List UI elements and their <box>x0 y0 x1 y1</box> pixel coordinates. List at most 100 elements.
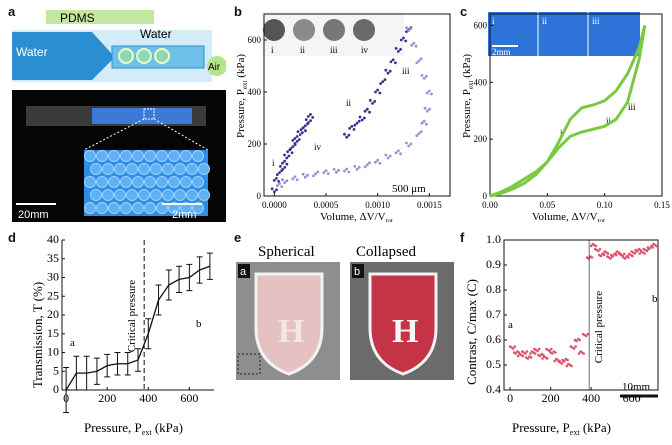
data-point <box>365 107 369 111</box>
data-point <box>278 182 281 186</box>
data-point <box>306 115 310 118</box>
data-point <box>281 168 284 171</box>
data-point <box>357 119 361 123</box>
x-tick-label: 0.0005 <box>314 200 339 210</box>
inset-label: ii <box>542 16 548 26</box>
panel-letter-e: e <box>234 230 242 245</box>
data-point <box>270 187 274 191</box>
foam-bubble <box>192 202 204 214</box>
data-point <box>412 41 416 45</box>
data-point <box>563 359 566 363</box>
data-point <box>293 137 297 140</box>
data-point <box>316 170 320 174</box>
foam-bubble <box>162 163 174 175</box>
data-point <box>332 167 336 171</box>
x-tick-label: 0.10 <box>597 200 613 210</box>
foam-bubble <box>174 163 186 175</box>
data-point <box>272 190 276 194</box>
data-point <box>513 345 517 348</box>
data-point <box>298 133 302 136</box>
data-point <box>394 47 398 50</box>
point-label-a: a <box>508 319 513 331</box>
data-point <box>525 350 529 353</box>
data-point <box>386 71 390 75</box>
droplet-image <box>263 19 285 41</box>
scale-label: 2mm <box>172 209 196 221</box>
data-point <box>586 332 590 336</box>
data-point <box>553 359 556 363</box>
data-point <box>393 61 397 65</box>
data-point <box>405 30 408 33</box>
data-point <box>638 252 642 255</box>
data-point <box>371 102 374 105</box>
x-tick-label: 0.00 <box>482 200 498 210</box>
inset-images: i ii iii iv <box>262 12 404 56</box>
data-point <box>304 129 307 133</box>
data-point <box>311 116 315 119</box>
data-point <box>343 132 346 136</box>
bubble <box>118 48 134 64</box>
data-point <box>322 171 326 175</box>
data-point <box>363 109 367 113</box>
foam-bubble <box>174 189 186 201</box>
data-point <box>550 352 554 355</box>
y-tick-label: 15 <box>47 326 59 340</box>
data-point <box>353 123 357 127</box>
data-point <box>295 178 299 182</box>
panel-d: Transmission, T (%) Critical pressure a … <box>12 232 226 440</box>
data-point <box>334 170 338 174</box>
x-tick-label: 0.0015 <box>417 200 442 210</box>
water-in-label: Water <box>16 45 48 59</box>
data-point <box>348 127 352 130</box>
data-point <box>293 142 297 145</box>
data-point <box>633 252 637 255</box>
foam-bubble <box>168 150 180 162</box>
data-point <box>295 140 299 143</box>
foam-bubble <box>90 163 102 175</box>
foam-bubble <box>96 202 108 214</box>
data-point <box>614 252 617 255</box>
data-point <box>609 257 612 260</box>
data-point <box>566 358 569 362</box>
scale-label: 20mm <box>18 209 49 221</box>
panel-letter-f: f <box>460 230 465 245</box>
tag-bg <box>352 264 364 278</box>
y-tick-label: 1.0 <box>486 232 501 246</box>
foam-bubble <box>180 150 192 162</box>
foam-bubble <box>84 150 96 162</box>
panel-c: i ii iii 2mm i ii iii Pressure, Pext (kP… <box>460 8 670 225</box>
data-point <box>648 247 651 250</box>
data-point <box>309 113 312 116</box>
y-tick-label: 400 <box>248 87 262 97</box>
foam-bubble <box>84 202 96 214</box>
data-point <box>399 152 402 156</box>
data-point <box>425 91 429 95</box>
data-point <box>428 107 431 111</box>
data-point <box>368 161 371 165</box>
data-point <box>368 99 372 102</box>
foam-bubble <box>156 150 168 162</box>
foam-bubble <box>108 150 120 162</box>
chart-f: Contrast, C/max (C) Critical pressure a … <box>464 232 659 437</box>
data-point <box>278 171 281 175</box>
data-point <box>425 109 429 113</box>
foam-bubble <box>156 202 168 214</box>
foam-bubble <box>84 176 96 188</box>
series-line <box>489 25 647 198</box>
y-axis-label: Pressure, Pext (kPa) <box>235 54 249 138</box>
data-point <box>324 169 328 173</box>
data-point <box>643 252 646 255</box>
annotation-iii: iii <box>402 66 410 76</box>
foam-bubble <box>150 163 162 175</box>
data-point <box>405 26 408 29</box>
data-point <box>347 133 351 137</box>
data-point <box>283 159 287 163</box>
y-axis-label: Transmission, T (%) <box>30 282 45 388</box>
data-point <box>636 249 639 253</box>
data-point <box>373 100 377 103</box>
y-tick-label: 0 <box>257 191 262 201</box>
data-point <box>275 188 278 192</box>
x-axis-label: Volume, ΔV/Vtot <box>320 211 393 222</box>
foam-bubble <box>96 150 108 162</box>
data-point <box>584 334 588 338</box>
